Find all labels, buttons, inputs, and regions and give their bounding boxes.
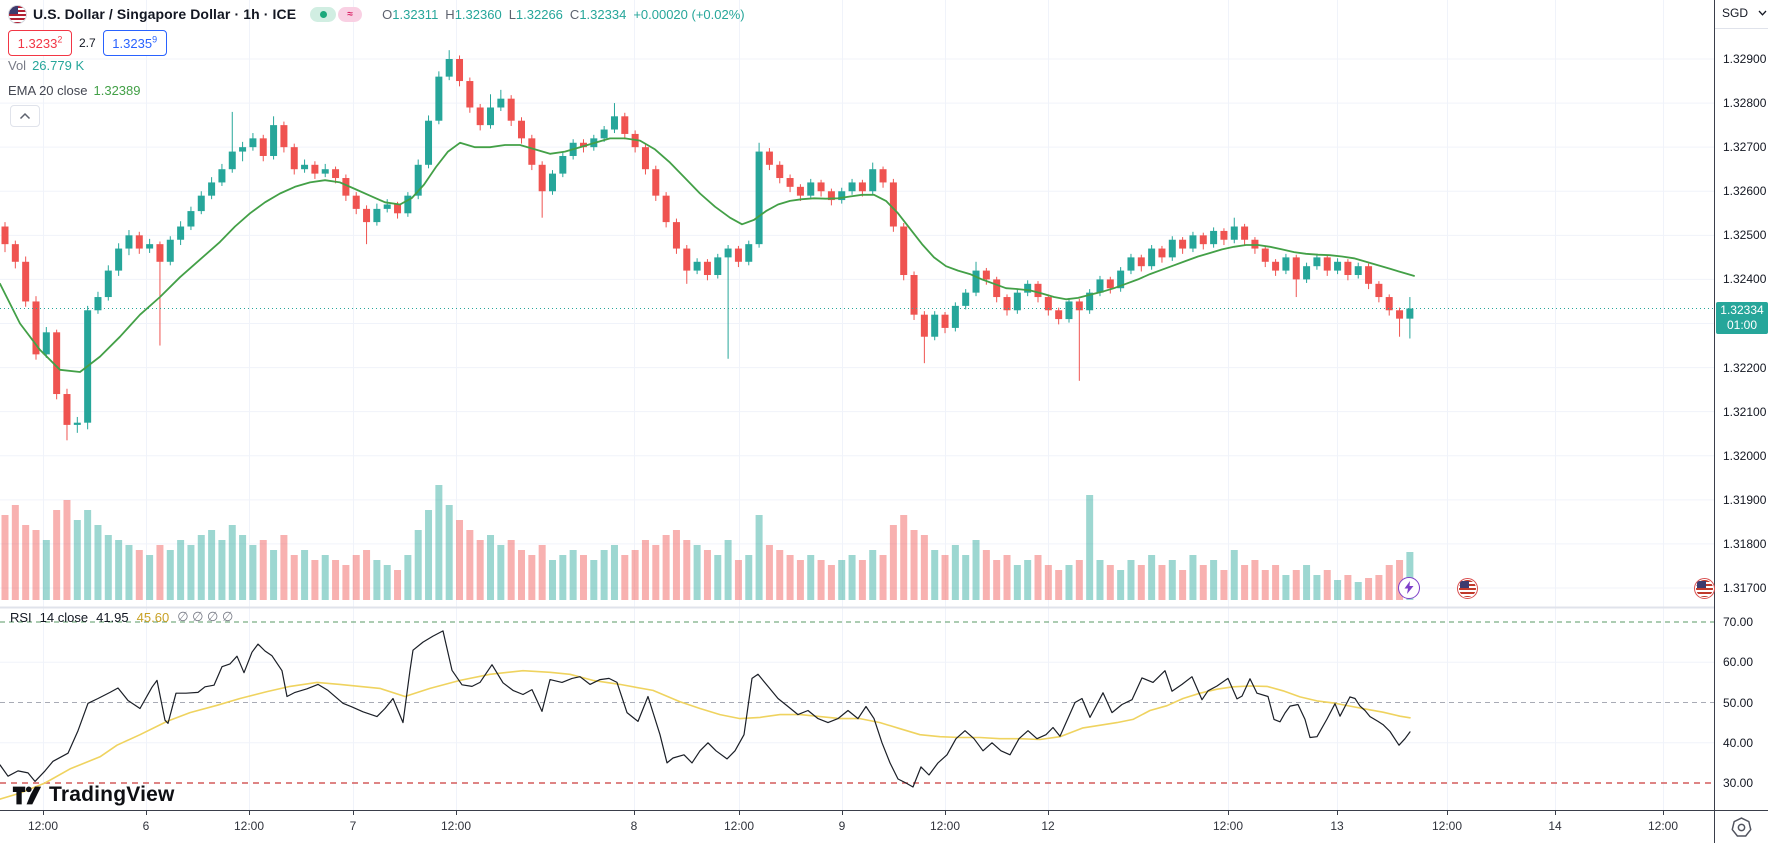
rsi-axis-label: 30.00 [1723,776,1754,790]
open-value: 1.32311 [392,6,439,22]
price-axis-label: 1.31800 [1723,536,1767,551]
last-price-value: 1.32334 [1720,302,1764,317]
price-axis-label: 1.32100 [1723,404,1767,419]
time-axis-label: 7 [349,819,357,833]
time-axis-label: 12:00 [1431,819,1463,833]
last-price-countdown: 01:00 [1726,317,1758,332]
sell-price-sup: 2 [57,34,63,45]
time-axis-label: 12:00 [440,819,472,833]
tradingview-mark-icon [12,786,42,804]
volume-label: Vol [8,58,27,73]
rsi-label: RSI [10,609,32,625]
currency-selector[interactable]: SGD [1722,6,1767,20]
low-label: L [508,6,516,22]
tradingview-logo-text: TradingView [49,783,175,806]
price-axis-label: 1.32400 [1723,272,1767,287]
rsi-axis-label: 70.00 [1723,615,1754,629]
low-value: 1.32266 [515,6,563,22]
us-flag-icon [8,4,27,24]
economic-event-marker[interactable] [1694,578,1715,599]
market-status-pill[interactable] [310,6,337,22]
volume-value: 26.779 K [32,58,85,73]
price-axis-label: 1.32000 [1723,448,1767,463]
time-axis-label: 9 [838,819,846,833]
time-axis-label: 13 [1330,819,1344,833]
price-axis-label: 1.32200 [1723,360,1767,375]
time-axis-label: 12:00 [27,819,59,833]
ideas-lightning-marker[interactable] [1398,577,1420,599]
time-axis-label: 12:00 [723,819,755,833]
time-axis-label: 12:00 [1212,819,1244,833]
quote-panel: 1.32332 2.7 1.32359 [8,30,167,56]
sell-button[interactable]: 1.32332 [8,30,72,56]
tradingview-logo[interactable]: TradingView [12,783,175,807]
time-axis-label: 6 [142,819,150,833]
time-axis-label: 12:00 [1647,819,1679,833]
lightning-icon [1404,581,1414,594]
price-axis-label: 1.32600 [1723,184,1767,199]
buy-button[interactable]: 1.32359 [102,30,167,56]
price-axis-label: 1.31700 [1723,581,1767,595]
price-axis-label: 1.32900 [1723,52,1767,66]
time-axis-label: 14 [1548,819,1562,833]
time-axis-settings-button[interactable] [1731,817,1752,843]
economic-event-marker[interactable] [1457,578,1478,599]
rsi-axis-label: 40.00 [1723,735,1754,750]
buy-price-sup: 9 [152,34,158,45]
time-axis-label: 8 [630,819,638,833]
close-label: C [569,6,580,22]
price-axis-label: 1.32800 [1723,96,1767,111]
time-axis-label: 12:00 [929,819,961,833]
rsi-axis-label: 60.00 [1723,655,1754,670]
change-value: +0.00020 (+0.02%) [633,6,745,22]
high-value: 1.32360 [454,6,502,22]
sell-price: 1.3233 [17,35,58,51]
close-value: 1.32334 [579,6,627,22]
ohlc-readout: O1.32311 H1.32360 L1.32266 C1.32334 +0.0… [382,7,744,22]
price-axis-label: 1.32500 [1723,228,1767,243]
ema-value: 1.32389 [93,83,141,98]
chevron-up-icon [19,112,31,120]
spread-value: 2.7 [79,36,96,50]
rsi-params: 14 close [39,609,89,625]
symbol-header: U.S. Dollar / Singapore Dollar · 1h · IC… [8,4,745,24]
high-label: H [445,6,455,22]
rsi-legend: RSI 14 close 41.95 45.60 ∅ ∅ ∅ ∅ [10,609,233,625]
rsi-axis-label: 50.00 [1723,695,1754,710]
rsi-ma-value: 45.60 [136,609,170,625]
time-axis-label: 12:00 [233,819,265,833]
rsi-empty-values: ∅ ∅ ∅ ∅ [177,609,234,624]
ema-label: EMA 20 close [8,83,88,98]
symbol-title[interactable]: U.S. Dollar / Singapore Dollar · 1h · IC… [33,6,297,22]
open-label: O [382,6,393,22]
rsi-value: 41.95 [96,609,129,625]
currency-label: SGD [1722,6,1749,20]
volume-legend: Vol 26.779 K [8,58,84,73]
delayed-data-pill[interactable]: ≈ [338,6,363,22]
ema-legend: EMA 20 close 1.32389 [8,83,141,98]
gear-icon [1731,817,1752,837]
market-open-dot-icon [319,10,327,18]
chevron-down-icon [1758,10,1767,16]
buy-price: 1.3235 [112,35,153,51]
time-axis-label: 12 [1041,819,1055,833]
collapse-pane-button[interactable] [10,105,40,127]
price-axis-label: 1.32700 [1723,140,1767,155]
last-price-badge: 1.32334 01:00 [1716,301,1768,334]
price-axis-label: 1.31900 [1723,492,1767,507]
